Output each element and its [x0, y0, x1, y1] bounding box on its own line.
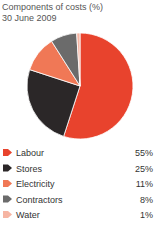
pie-slice — [77, 33, 80, 86]
legend-value: 1% — [140, 210, 153, 220]
legend-label: Water — [16, 210, 40, 220]
legend-label: Labour — [16, 148, 44, 158]
chart: Components of costs (%)30 June 2009 Labou… — [0, 0, 156, 237]
legend-value: 55% — [135, 148, 153, 158]
legend-marker — [3, 196, 12, 203]
pie-slice — [52, 33, 80, 86]
legend-marker — [3, 165, 12, 172]
title: Components of costs (%) — [2, 2, 103, 12]
legend-marker — [3, 211, 12, 218]
legend-label: Electricity — [16, 179, 55, 189]
subtitle: 30 June 2009 — [2, 13, 57, 23]
legend-value: 8% — [140, 195, 153, 205]
legend-label: Stores — [16, 164, 43, 174]
legend-label: Contractors — [16, 195, 63, 205]
legend-marker — [3, 149, 12, 156]
legend-marker — [3, 180, 12, 187]
pie — [27, 33, 133, 139]
legend-value: 25% — [135, 164, 153, 174]
legend-value: 11% — [136, 179, 153, 189]
legend: Labour 55% Stores 25% Electricity 11% Contract… — [3, 148, 153, 220]
